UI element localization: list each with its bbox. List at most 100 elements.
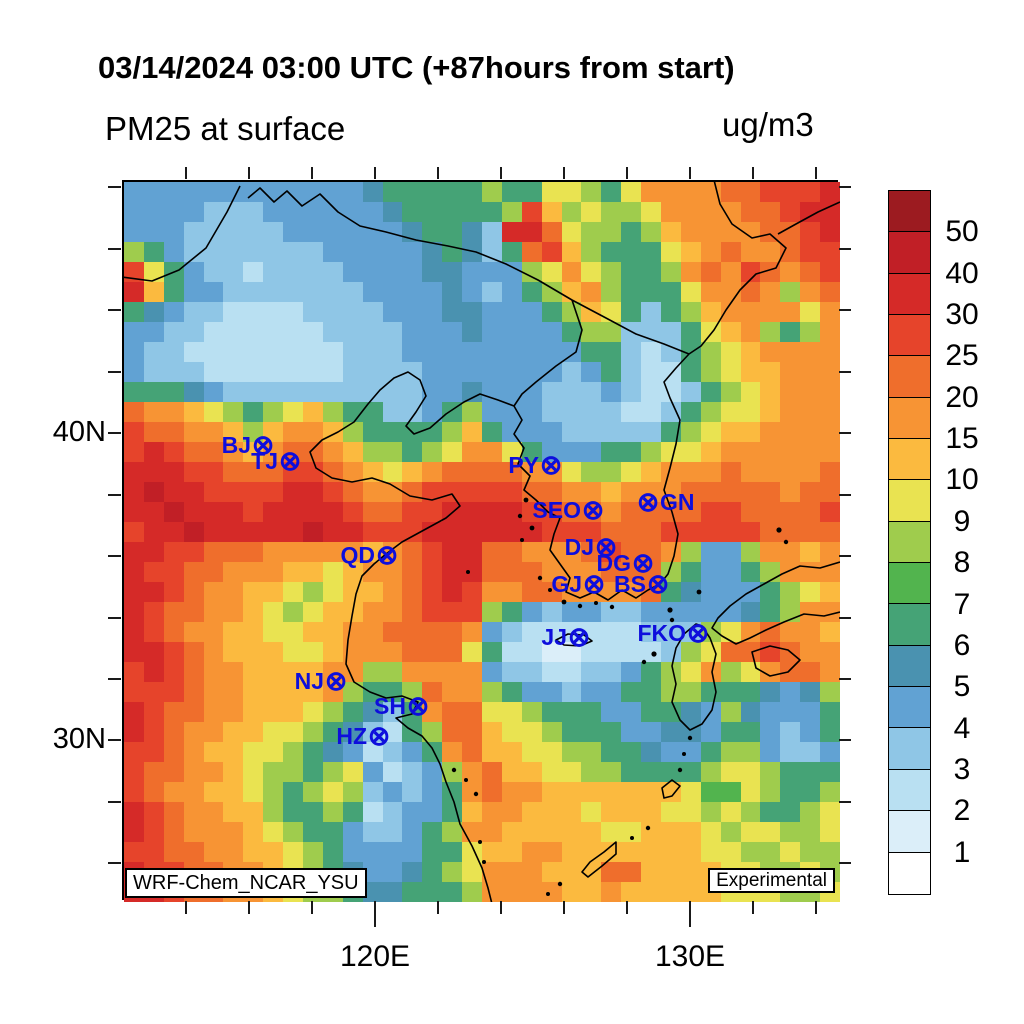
heatmap-cell	[800, 482, 821, 502]
heatmap-cell	[561, 682, 582, 702]
heatmap-cell	[163, 302, 184, 322]
station-marker-dg: ⊗	[631, 547, 655, 578]
heatmap-cell	[382, 822, 403, 842]
heatmap-cell	[303, 842, 323, 862]
heatmap-cell	[422, 862, 443, 882]
heatmap-cell	[303, 702, 323, 722]
heatmap-cell	[561, 342, 582, 362]
heatmap-cell	[780, 722, 801, 742]
axis-tick	[839, 678, 851, 680]
heatmap-cell	[561, 422, 582, 442]
heatmap-cell	[521, 642, 542, 662]
heatmap-cell	[322, 322, 343, 342]
colorbar-cell	[889, 191, 930, 233]
heatmap-cell	[442, 622, 463, 642]
heatmap-cell	[243, 622, 264, 642]
heatmap-cell	[143, 302, 164, 322]
heatmap-cell	[581, 582, 602, 602]
heatmap-cell	[263, 202, 284, 222]
heatmap-cell	[362, 502, 383, 522]
heatmap-cell	[561, 862, 582, 882]
heatmap-cell	[601, 702, 622, 722]
heatmap-cell	[661, 462, 681, 482]
heatmap-cell	[720, 202, 741, 222]
heatmap-cell	[303, 442, 323, 462]
heatmap-cell	[223, 442, 244, 462]
island-dot	[594, 601, 598, 605]
heatmap-cell	[482, 222, 502, 242]
heatmap-cell	[163, 842, 184, 862]
heatmap-cell	[641, 202, 661, 222]
colorbar-label-4: 4	[953, 711, 971, 745]
island-dot	[651, 651, 657, 657]
heatmap-cell	[402, 842, 423, 862]
heatmap-cell	[362, 382, 383, 402]
heatmap-cell	[342, 482, 363, 502]
heatmap-cell	[462, 542, 482, 562]
colorbar-label-5: 5	[953, 670, 971, 704]
island-dot	[482, 860, 486, 864]
axis-tick	[108, 678, 121, 680]
heatmap-cell	[223, 622, 244, 642]
heatmap-cell	[362, 642, 383, 662]
heatmap-cell	[382, 802, 403, 822]
heatmap-cell	[422, 842, 443, 862]
heatmap-cell	[800, 522, 821, 542]
colorbar-cell	[889, 687, 930, 729]
heatmap-cell	[124, 302, 144, 322]
heatmap-cell	[163, 782, 184, 802]
heatmap-cell	[501, 182, 522, 202]
heatmap-cell	[720, 682, 741, 702]
colorbar-cell	[889, 273, 930, 316]
heatmap-cell	[521, 282, 542, 302]
heatmap-cell	[243, 662, 264, 682]
heatmap-cell	[760, 582, 781, 602]
heatmap-cell	[342, 522, 363, 542]
heatmap-cell	[303, 742, 323, 762]
heatmap-cell	[362, 722, 383, 742]
heatmap-cell	[482, 182, 502, 202]
heatmap-cell	[561, 602, 582, 622]
heatmap-cell	[501, 322, 522, 342]
heatmap-cell	[462, 582, 482, 602]
heatmap-cell	[322, 822, 343, 842]
heatmap-cell	[800, 802, 821, 822]
heatmap-cell	[283, 362, 303, 382]
heatmap-cell	[203, 462, 224, 482]
heatmap-cell	[223, 282, 244, 302]
heatmap-cell	[143, 502, 164, 522]
axis-tick	[689, 901, 691, 927]
heatmap-cell	[462, 622, 482, 642]
heatmap-cell	[661, 262, 681, 282]
heatmap-cell	[223, 502, 244, 522]
heatmap-cell	[442, 562, 463, 582]
heatmap-cell	[143, 522, 164, 542]
heatmap-cell	[223, 542, 244, 562]
station-marker-bs: ⊗	[646, 568, 670, 599]
station-label-sh: SH	[374, 693, 406, 719]
heatmap-cell	[203, 842, 224, 862]
heatmap-cell	[700, 742, 721, 762]
heatmap-cell	[700, 402, 721, 422]
heatmap-cell	[263, 722, 284, 742]
heatmap-cell	[303, 302, 323, 322]
heatmap-cell	[641, 722, 661, 742]
heatmap-cell	[621, 742, 642, 762]
axis-tick	[563, 167, 565, 179]
heatmap-cell	[541, 282, 562, 302]
heatmap-cell	[800, 262, 821, 282]
heatmap-cell	[641, 702, 661, 722]
heatmap-cell	[462, 862, 482, 882]
heatmap-cell	[243, 222, 264, 242]
island-dot	[517, 513, 523, 519]
heatmap-cell	[143, 402, 164, 422]
axis-tick	[108, 862, 121, 864]
heatmap-cell	[362, 462, 383, 482]
station-marker-gj: ⊗	[582, 568, 606, 599]
station-marker-py: ⊗	[539, 449, 563, 480]
heatmap-cell	[462, 322, 482, 342]
heatmap-cell	[283, 662, 303, 682]
coastline-path	[513, 299, 583, 407]
heatmap-cell	[820, 662, 840, 682]
colorbar-label-9: 9	[953, 504, 971, 538]
